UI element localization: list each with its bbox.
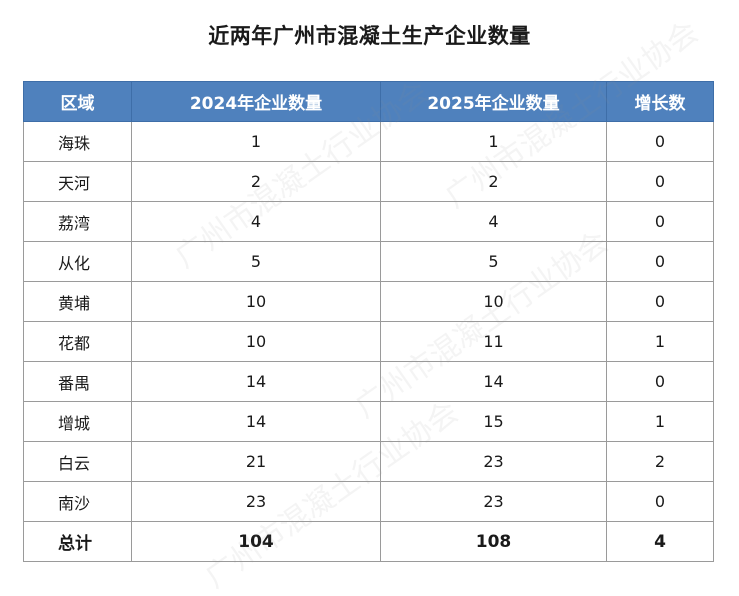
cell-2025-count: 11 — [380, 321, 607, 362]
cell-2024-count: 10 — [131, 321, 381, 362]
table-row: 南沙 23 23 0 — [23, 481, 714, 522]
cell-2024-count: 2 — [131, 161, 381, 202]
total-row: 总计 104 108 4 — [23, 521, 714, 562]
cell-2025-count: 2 — [380, 161, 607, 202]
cell-region: 南沙 — [23, 481, 132, 522]
cell-growth: 2 — [606, 441, 714, 482]
header-2025-count: 2025年企业数量 — [380, 81, 607, 122]
cell-region: 花都 — [23, 321, 132, 362]
header-2024-count: 2024年企业数量 — [131, 81, 381, 122]
table-row: 番禺 14 14 0 — [23, 361, 714, 402]
header-row: 区域 2024年企业数量 2025年企业数量 增长数 — [23, 81, 714, 122]
cell-2025-count: 23 — [380, 481, 607, 522]
cell-region: 天河 — [23, 161, 132, 202]
table-row: 荔湾 4 4 0 — [23, 201, 714, 242]
cell-2024-count: 104 — [131, 521, 381, 562]
cell-2025-count: 5 — [380, 241, 607, 282]
cell-2024-count: 5 — [131, 241, 381, 282]
cell-growth: 0 — [606, 241, 714, 282]
cell-region: 海珠 — [23, 121, 132, 162]
cell-2024-count: 14 — [131, 401, 381, 442]
table-row: 花都 10 11 1 — [23, 321, 714, 362]
cell-region: 增城 — [23, 401, 132, 442]
cell-2025-count: 23 — [380, 441, 607, 482]
cell-growth: 4 — [606, 521, 714, 562]
cell-2025-count: 10 — [380, 281, 607, 322]
cell-2024-count: 10 — [131, 281, 381, 322]
cell-region: 黄埔 — [23, 281, 132, 322]
enterprise-count-table: 区域 2024年企业数量 2025年企业数量 增长数 海珠 1 1 0 天河 2 2 0 荔湾 4… — [23, 81, 714, 562]
cell-region: 白云 — [23, 441, 132, 482]
cell-region: 番禺 — [23, 361, 132, 402]
cell-region: 从化 — [23, 241, 132, 282]
cell-2024-count: 23 — [131, 481, 381, 522]
cell-2024-count: 21 — [131, 441, 381, 482]
header-region: 区域 — [23, 81, 132, 122]
cell-growth: 0 — [606, 201, 714, 242]
cell-growth: 0 — [606, 121, 714, 162]
table-row: 天河 2 2 0 — [23, 161, 714, 202]
header-growth: 增长数 — [606, 81, 714, 122]
cell-2025-count: 15 — [380, 401, 607, 442]
table-row: 白云 21 23 2 — [23, 441, 714, 482]
table-row: 从化 5 5 0 — [23, 241, 714, 282]
table-title: 近两年广州市混凝土生产企业数量 — [208, 24, 531, 48]
cell-growth: 0 — [606, 281, 714, 322]
cell-2024-count: 4 — [131, 201, 381, 242]
cell-growth: 1 — [606, 401, 714, 442]
cell-2024-count: 1 — [131, 121, 381, 162]
cell-2025-count: 108 — [380, 521, 607, 562]
cell-2025-count: 4 — [380, 201, 607, 242]
table-body: 海珠 1 1 0 天河 2 2 0 荔湾 4 4 0 从化 5 5 0 黄埔 10 10 0 花都 10 11 1 番禺 14 14… — [23, 121, 714, 562]
cell-growth: 0 — [606, 481, 714, 522]
cell-region: 总计 — [23, 521, 132, 562]
table-row: 海珠 1 1 0 — [23, 121, 714, 162]
table-row: 黄埔 10 10 0 — [23, 281, 714, 322]
cell-2025-count: 1 — [380, 121, 607, 162]
cell-growth: 1 — [606, 321, 714, 362]
cell-growth: 0 — [606, 361, 714, 402]
cell-2025-count: 14 — [380, 361, 607, 402]
cell-growth: 0 — [606, 161, 714, 202]
cell-region: 荔湾 — [23, 201, 132, 242]
cell-2024-count: 14 — [131, 361, 381, 402]
table-row: 增城 14 15 1 — [23, 401, 714, 442]
